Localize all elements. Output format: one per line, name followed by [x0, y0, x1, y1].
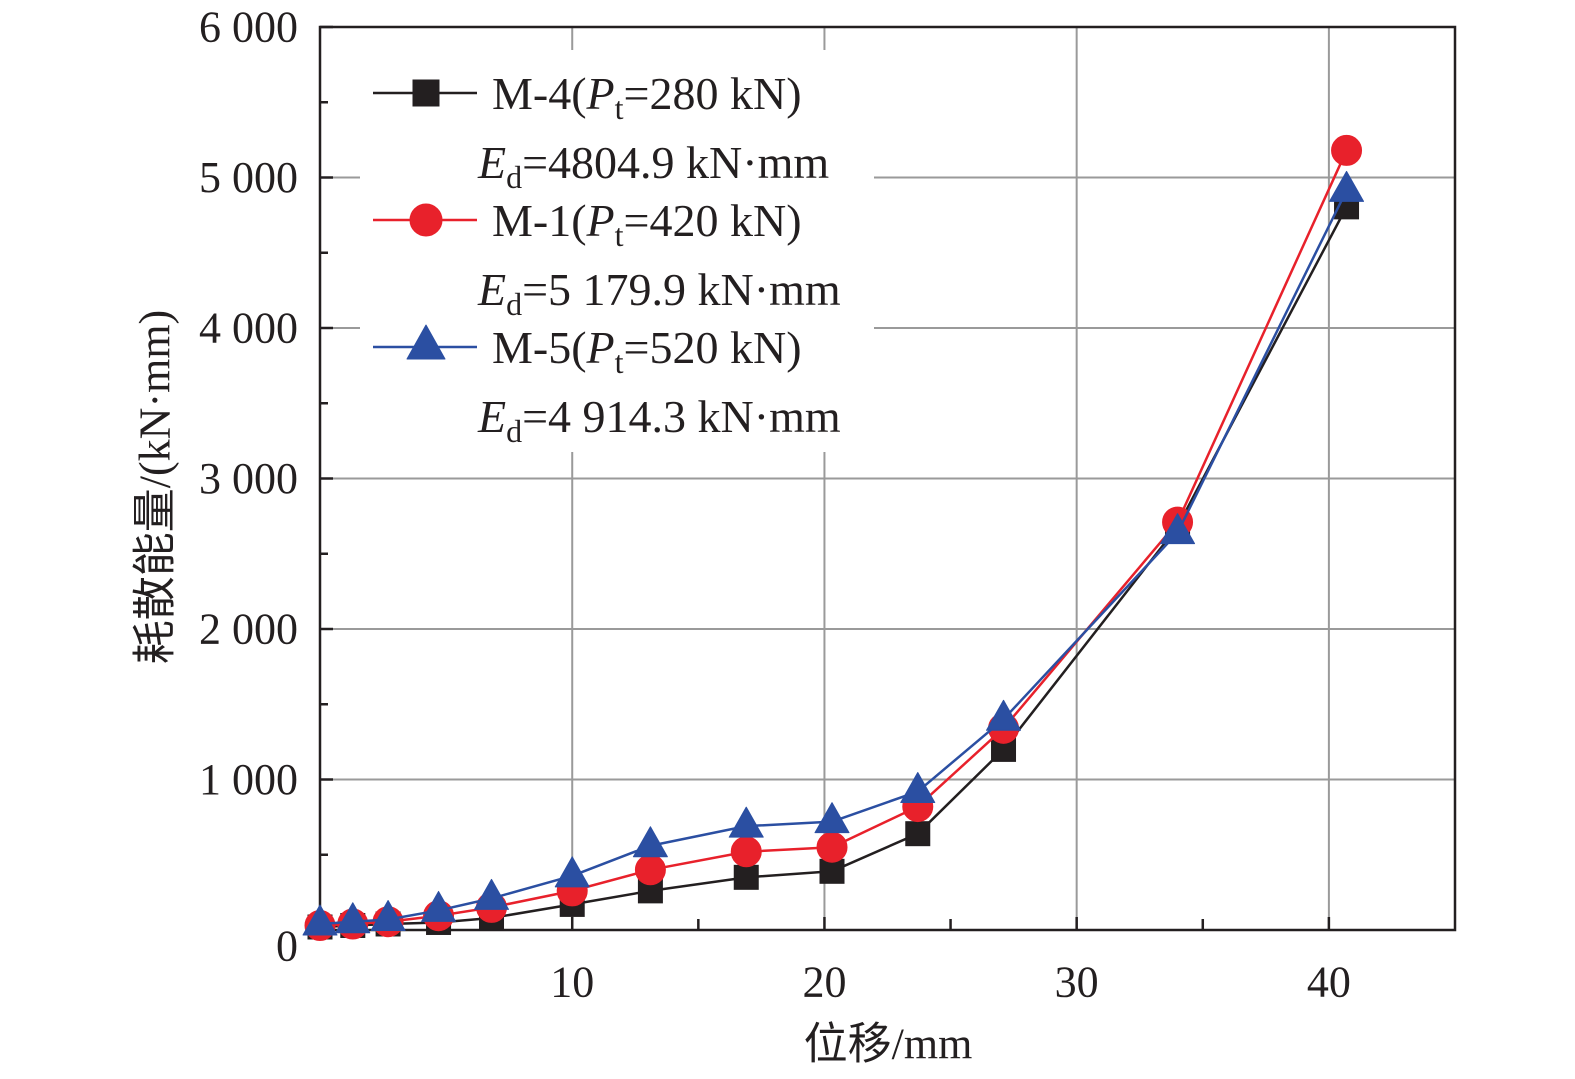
subscript: t	[615, 217, 624, 253]
data-point-m-5	[474, 878, 510, 910]
y-tick-label: 0	[276, 922, 298, 971]
italic-variable: P	[586, 322, 615, 373]
legend-label: M-1(Pt=420 kN)	[492, 195, 802, 253]
data-point-m-5	[302, 904, 338, 936]
legend-energy-annotation: Ed=4 914.3 kN·mm	[477, 391, 841, 449]
legend-marker-m-4	[412, 79, 440, 107]
x-tick-label: 30	[1055, 958, 1099, 1007]
y-tick-label: 5 000	[199, 153, 298, 202]
text-run: M-1(	[492, 195, 587, 246]
data-point-m-1	[1331, 134, 1363, 166]
data-point-m-5	[900, 772, 936, 804]
text-run: =4804.9 kN·mm	[522, 137, 829, 188]
data-point-m-1	[634, 854, 666, 886]
data-point-m-5	[421, 890, 457, 922]
subscript: t	[615, 344, 624, 380]
legend-entry-m-1: M-1(Pt=420 kN) Ed=5 179.9 kN·mm	[373, 195, 841, 322]
legend-entry-m-5: M-5(Pt=520 kN) Ed=4 914.3 kN·mm	[373, 322, 841, 449]
subscript: d	[506, 413, 522, 449]
data-point-m-4	[819, 858, 845, 884]
legend-background	[360, 50, 874, 452]
legend-energy-annotation: Ed=4804.9 kN·mm	[477, 137, 829, 195]
x-tick-label: 20	[802, 958, 846, 1007]
italic-variable: P	[586, 68, 615, 119]
text-run: M-5(	[492, 322, 587, 373]
text-run: =520 kN)	[624, 322, 802, 373]
data-point-m-5	[814, 802, 850, 834]
data-point-m-5	[1329, 170, 1365, 202]
text-run: =4 914.3 kN·mm	[522, 391, 841, 442]
data-point-m-5	[728, 806, 764, 838]
legend-label: M-4(Pt=280 kN)	[492, 68, 802, 126]
x-tick-label: 40	[1307, 958, 1351, 1007]
legend-marker-m-1	[409, 203, 443, 237]
data-point-m-4	[905, 821, 931, 847]
legend-label: M-5(Pt=520 kN)	[492, 322, 802, 380]
data-point-m-5	[335, 902, 371, 934]
data-point-m-5	[632, 826, 668, 858]
y-axis-label: 耗散能量/(kN·mm)	[131, 310, 180, 664]
text-run: =420 kN)	[624, 195, 802, 246]
data-point-m-1	[730, 836, 762, 868]
y-tick-label: 3 000	[199, 454, 298, 503]
legend-entry-m-4: M-4(Pt=280 kN) Ed=4804.9 kN·mm	[373, 68, 829, 195]
legend-energy-annotation: Ed=5 179.9 kN·mm	[477, 264, 841, 322]
series-m-5	[302, 170, 1365, 936]
text-run: =280 kN)	[624, 68, 802, 119]
y-tick-label: 4 000	[199, 304, 298, 353]
data-point-m-5	[986, 699, 1022, 731]
x-axis-label: 位移/mm	[804, 1020, 973, 1069]
data-point-m-4	[733, 864, 759, 890]
data-point-m-5	[1160, 513, 1196, 545]
italic-variable: E	[477, 391, 506, 442]
data-point-m-1	[816, 831, 848, 863]
y-tick-label: 2 000	[199, 605, 298, 654]
data-point-m-5	[370, 899, 406, 931]
data-series	[302, 134, 1365, 941]
italic-variable: E	[477, 264, 506, 315]
legend-marker-m-5	[406, 324, 446, 360]
y-tick-label: 1 000	[199, 755, 298, 804]
legend-background-layer	[360, 50, 874, 452]
subscript: t	[615, 90, 624, 126]
legend: M-4(Pt=280 kN)Ed=4804.9 kN·mmM-1(Pt=420 …	[373, 68, 841, 449]
x-tick-label: 10	[550, 958, 594, 1007]
text-run: =5 179.9 kN·mm	[522, 264, 841, 315]
y-tick-label: 6 000	[199, 3, 298, 52]
italic-variable: E	[477, 137, 506, 188]
subscript: d	[506, 159, 522, 195]
y-tick-labels: 0 1 000 2 000 3 000 4 000 5 000 6 000	[199, 3, 298, 971]
x-tick-labels: 10 20 30 40	[550, 958, 1351, 1007]
subscript: d	[506, 286, 522, 322]
text-run: M-4(	[492, 68, 587, 119]
italic-variable: P	[586, 195, 615, 246]
data-point-m-5	[554, 856, 590, 888]
